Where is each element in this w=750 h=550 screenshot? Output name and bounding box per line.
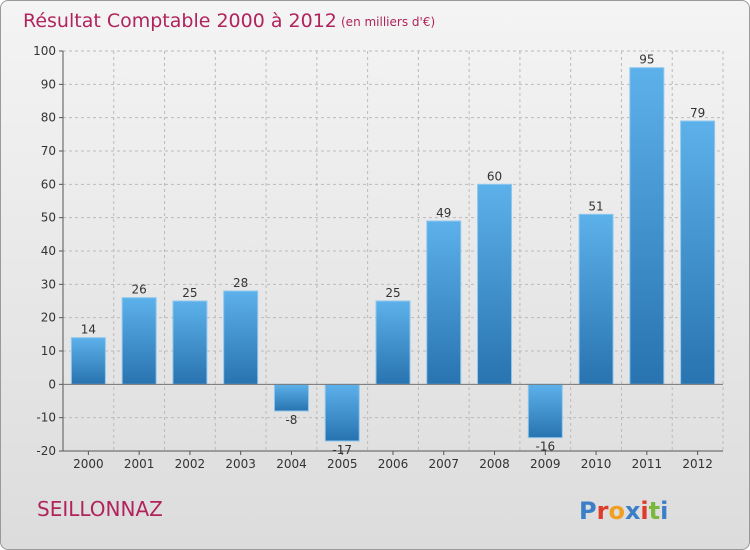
logo-letter: i [660, 497, 668, 525]
x-tick-label: 2007 [428, 457, 459, 471]
commune-name: SEILLONNAZ [37, 497, 163, 521]
x-tick-label: 2010 [581, 457, 612, 471]
y-tick-label: 30 [41, 277, 56, 291]
bar-2008 [477, 183, 513, 385]
y-tick-label: -10 [36, 411, 56, 425]
bar-2010 [578, 213, 614, 385]
y-tick-label: -20 [36, 444, 56, 458]
bar-2001 [121, 297, 157, 385]
x-tick-label: 2001 [124, 457, 155, 471]
y-tick-label: 40 [41, 244, 56, 258]
bar-value-label: 79 [690, 106, 705, 120]
x-tick-label: 2009 [530, 457, 561, 471]
x-tick-label: 2000 [73, 457, 104, 471]
y-tick-label: 60 [41, 177, 56, 191]
bar-2006 [375, 300, 411, 385]
logo-letter: P [579, 497, 597, 525]
x-tick-label: 2008 [479, 457, 510, 471]
axis-layer [59, 50, 723, 455]
bar-value-label: 60 [487, 169, 502, 183]
bar-2003 [223, 290, 259, 385]
bar-2000 [70, 337, 106, 385]
bar-value-label: 95 [639, 53, 654, 67]
bar-value-label: -8 [285, 413, 297, 427]
bar-value-label: 25 [182, 286, 197, 300]
bar-2009 [527, 383, 563, 439]
y-tick-label: 90 [41, 77, 56, 91]
bar-layer [70, 67, 716, 442]
y-tick-label: 100 [33, 44, 56, 58]
bar-2012 [680, 120, 716, 385]
chart-title: Résultat Comptable 2000 à 2012 [23, 10, 337, 32]
chart-subtitle: (en milliers d'€) [341, 15, 435, 29]
x-tick-label: 2011 [632, 457, 663, 471]
logo-letter: r [597, 497, 609, 525]
bar-value-label: -16 [536, 440, 556, 454]
y-tick-label: 50 [41, 211, 56, 225]
logo-letter: o [608, 497, 625, 525]
bar-2011 [629, 67, 665, 385]
x-tick-label: 2005 [327, 457, 358, 471]
proxiti-logo: Proxiti [579, 497, 668, 525]
bar-2005 [324, 383, 360, 442]
bar-value-label: 14 [81, 323, 96, 337]
x-tick-label: 2012 [682, 457, 713, 471]
bar-2004 [273, 383, 309, 412]
bar-value-label: 26 [132, 283, 147, 297]
bar-value-label: 49 [436, 206, 451, 220]
bar-2002 [172, 300, 208, 385]
bar-2007 [426, 220, 462, 385]
logo-letter: x [625, 497, 641, 525]
label-layer: 1009080706050403020100-10-20142000262001… [33, 44, 713, 471]
bar-value-label: 28 [233, 276, 248, 290]
x-tick-label: 2002 [175, 457, 206, 471]
logo-letter: i [640, 497, 648, 525]
y-tick-label: 80 [41, 111, 56, 125]
y-tick-label: 0 [48, 377, 56, 391]
grid-layer [62, 50, 724, 452]
y-tick-label: 20 [41, 311, 56, 325]
y-tick-label: 10 [41, 344, 56, 358]
logo-letter: t [649, 497, 660, 525]
x-tick-label: 2003 [225, 457, 256, 471]
bar-value-label: 51 [588, 199, 603, 213]
bar-value-label: 25 [385, 286, 400, 300]
y-tick-label: 70 [41, 144, 56, 158]
x-tick-label: 2006 [378, 457, 409, 471]
x-tick-label: 2004 [276, 457, 307, 471]
bar-value-label: -17 [332, 443, 352, 457]
